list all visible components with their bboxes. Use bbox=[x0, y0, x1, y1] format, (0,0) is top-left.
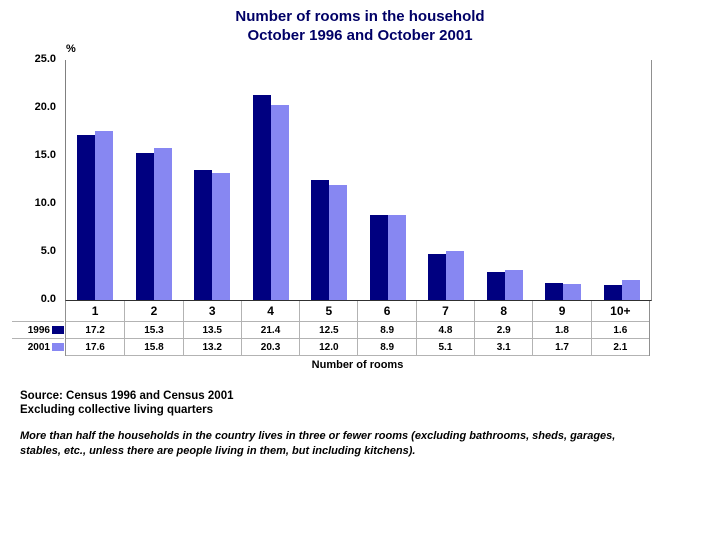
value-2001-cell-4: 20.3 bbox=[240, 339, 299, 355]
bar-2001-2 bbox=[154, 148, 172, 300]
note-line2: stables, etc., unless there are people l… bbox=[20, 445, 416, 457]
value-1996-row: 17.2 15.3 13.5 21.4 12.5 8.9 4.8 2.9 1.8 1.6 bbox=[66, 322, 649, 339]
category-cell-1: 1 bbox=[91, 304, 99, 318]
value-2001-cell-2: 15.8 bbox=[124, 339, 182, 355]
bar-1996-5 bbox=[311, 180, 329, 300]
category-cell-2: 2 bbox=[124, 301, 182, 321]
y-tick-label-15.0: 15.0 bbox=[34, 149, 56, 161]
value-2001-cell-10+: 2.1 bbox=[590, 339, 649, 355]
value-1996-cell-3: 13.5 bbox=[182, 322, 241, 338]
plot-area bbox=[65, 60, 652, 301]
category-row: 1 2 3 4 5 6 7 8 9 10+ bbox=[66, 301, 649, 322]
value-2001-cell-1: 17.6 bbox=[85, 341, 105, 353]
value-1996-cell-9: 1.8 bbox=[532, 322, 590, 338]
note-line1: More than half the households in the cou… bbox=[20, 430, 616, 442]
bar-2001-1 bbox=[95, 131, 113, 300]
value-2001-cell-9: 1.7 bbox=[532, 339, 590, 355]
bar-2001-8 bbox=[505, 270, 523, 300]
category-cell-10+: 10+ bbox=[590, 301, 649, 321]
value-2001-cell-8: 3.1 bbox=[474, 339, 532, 355]
value-1996-cell-1: 17.2 bbox=[85, 324, 105, 336]
bar-2001-5 bbox=[329, 185, 347, 300]
chart-title: Number of rooms in the household October… bbox=[0, 7, 720, 45]
value-1996-cell-8: 2.9 bbox=[474, 322, 532, 338]
category-cell-8: 8 bbox=[474, 301, 532, 321]
bar-2001-9 bbox=[563, 284, 581, 300]
legend-swatch-icon bbox=[52, 326, 64, 334]
chart-title-line2: October 1996 and October 2001 bbox=[247, 27, 473, 44]
category-cell-4: 4 bbox=[240, 301, 299, 321]
bar-1996-2 bbox=[136, 153, 154, 300]
bar-2001-4 bbox=[271, 105, 289, 300]
value-2001-cell-7: 5.1 bbox=[415, 339, 474, 355]
value-1996-cell-2: 15.3 bbox=[124, 322, 182, 338]
legend-item-2001: 2001 bbox=[12, 338, 64, 355]
y-tick-label-20.0: 20.0 bbox=[34, 101, 56, 113]
bar-1996-8 bbox=[487, 272, 505, 300]
bar-1996-3 bbox=[194, 170, 212, 300]
source-line1: Source: Census 1996 and Census 2001 bbox=[20, 390, 234, 402]
value-1996-cell-6: 8.9 bbox=[357, 322, 415, 338]
commentary-note: More than half the households in the cou… bbox=[20, 429, 710, 459]
bar-1996-7 bbox=[428, 254, 446, 300]
source-line2: Excluding collective living quarters bbox=[20, 404, 214, 416]
bar-1996-6 bbox=[370, 215, 388, 300]
value-1996-cell-10+: 1.6 bbox=[590, 322, 649, 338]
bar-1996-10+ bbox=[604, 285, 622, 300]
legend-label-2001: 2001 bbox=[27, 341, 50, 353]
y-tick-label-5.0: 5.0 bbox=[40, 245, 56, 257]
bar-2001-6 bbox=[388, 215, 406, 300]
bar-2001-10+ bbox=[622, 280, 640, 300]
bar-1996-1 bbox=[77, 135, 95, 300]
y-tick-label-10.0: 10.0 bbox=[34, 197, 56, 209]
legend-swatch-icon bbox=[52, 343, 64, 351]
category-cell-9: 9 bbox=[532, 301, 590, 321]
x-axis-title: Number of rooms bbox=[311, 359, 404, 371]
y-tick-label-0.0: 0.0 bbox=[40, 293, 56, 305]
category-cell-7: 7 bbox=[415, 301, 474, 321]
chart-title-line1: Number of rooms in the household bbox=[235, 8, 485, 25]
value-2001-cell-3: 13.2 bbox=[182, 339, 241, 355]
legend-item-1996: 1996 bbox=[12, 321, 64, 338]
bar-2001-3 bbox=[212, 173, 230, 300]
value-2001-cell-5: 12.0 bbox=[299, 339, 357, 355]
bar-2001-7 bbox=[446, 251, 464, 300]
value-1996-cell-4: 21.4 bbox=[240, 322, 299, 338]
category-cell-6: 6 bbox=[357, 301, 415, 321]
data-table: 1 2 3 4 5 6 7 8 9 10+ 17.2 15.3 13.5 21.4 12.5 8.9 4.8 2.… bbox=[65, 301, 650, 356]
value-1996-cell-5: 12.5 bbox=[299, 322, 357, 338]
bar-1996-9 bbox=[545, 283, 563, 300]
bar-1996-4 bbox=[253, 95, 271, 300]
y-axis-unit-label: % bbox=[66, 43, 76, 55]
value-2001-row: 17.6 15.8 13.2 20.3 12.0 8.9 5.1 3.1 1.7 2.1 bbox=[66, 339, 649, 356]
value-1996-cell-7: 4.8 bbox=[415, 322, 474, 338]
legend-label-1996: 1996 bbox=[27, 324, 50, 336]
category-cell-5: 5 bbox=[299, 301, 357, 321]
source-note: Source: Census 1996 and Census 2001 Excl… bbox=[20, 389, 234, 417]
value-2001-cell-6: 8.9 bbox=[357, 339, 415, 355]
category-cell-3: 3 bbox=[182, 301, 241, 321]
y-tick-label-25.0: 25.0 bbox=[34, 53, 56, 65]
chart-legend: 1996 2001 bbox=[12, 321, 64, 355]
